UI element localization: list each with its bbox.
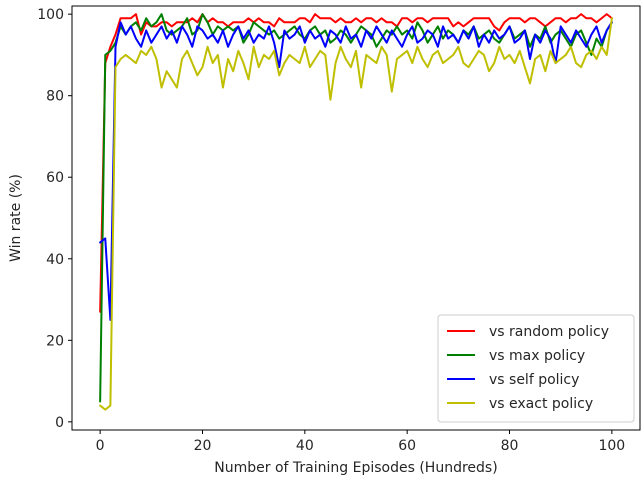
y-axis-label: Win rate (%): [8, 174, 24, 262]
x-tick-label: 40: [296, 438, 314, 454]
x-tick-label: 0: [96, 438, 105, 454]
y-tick-label: 40: [46, 252, 64, 268]
series-line-3: [99, 17, 613, 411]
legend-label-3: vs exact policy: [489, 396, 593, 412]
x-tick-label: 80: [501, 438, 519, 454]
legend-box: [437, 314, 635, 423]
y-tick-label: 20: [46, 333, 64, 349]
legend: vs random policy vs max policy vs self pol…: [437, 314, 635, 423]
legend-label-0: vs random policy: [489, 324, 609, 340]
plot-area: [71, 5, 641, 431]
legend-label-2: vs self policy: [489, 372, 579, 388]
y-tick-label: 60: [46, 170, 64, 186]
x-axis: 0 20 40 60 80 100: [96, 430, 625, 454]
y-tick-label: 80: [46, 89, 64, 105]
y-tick-label: 100: [37, 7, 64, 23]
x-tick-label: 60: [398, 438, 416, 454]
x-tick-label: 100: [598, 438, 625, 454]
legend-label-1: vs max policy: [489, 348, 585, 364]
series-line-2: [99, 21, 613, 321]
plot-frame: [71, 5, 641, 431]
y-tick-label: 0: [55, 415, 64, 431]
x-axis-label: Number of Training Episodes (Hundreds): [214, 460, 497, 476]
series-group: [99, 13, 613, 411]
y-axis: 0 20 40 60 80 100: [37, 7, 72, 431]
x-tick-label: 20: [194, 438, 212, 454]
